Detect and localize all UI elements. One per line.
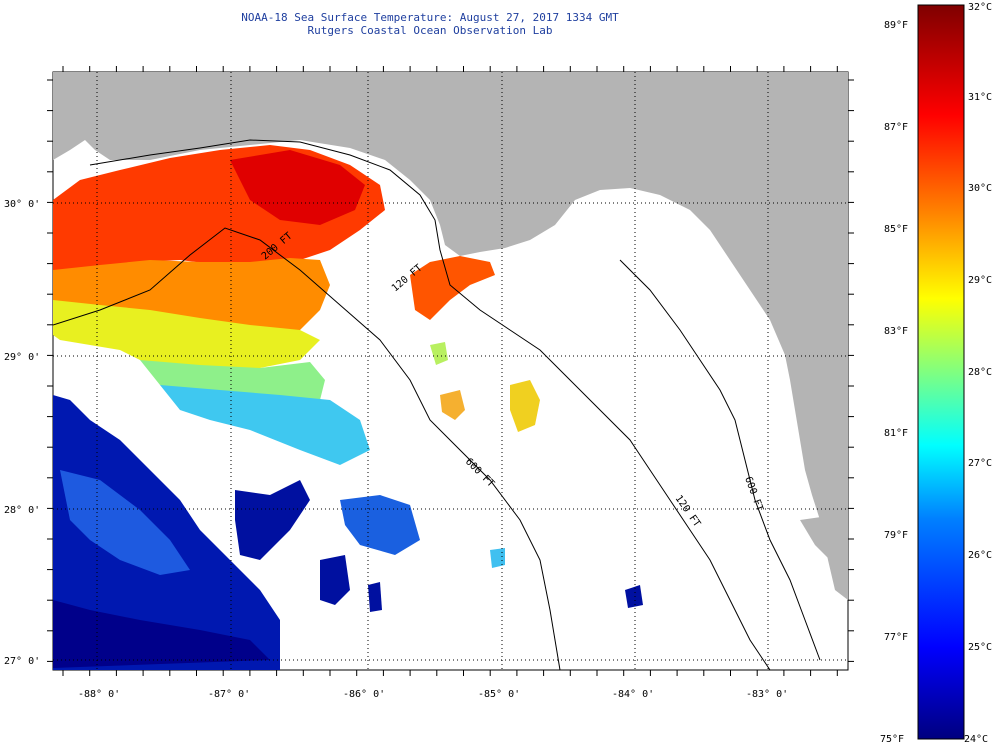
map-subtitle: Rutgers Coastal Ocean Observation Lab (307, 24, 553, 37)
sst-cold-mid-1 (235, 480, 310, 560)
cb-f-85: 85°F (884, 224, 908, 235)
sst-dark-core (53, 600, 270, 668)
cb-f-83: 83°F (884, 326, 908, 337)
lat-label-27: 27° 0' (4, 656, 40, 667)
contour-600ft (619, 259, 821, 661)
lon-label-86: -86° 0' (343, 689, 385, 700)
map-layers: 200 FT 120 FT 600 FT 120 FT 600 FT (53, 72, 848, 670)
lat-lon-grid (53, 72, 848, 670)
contour-200ft (53, 227, 561, 670)
cb-c-25: 25°C (968, 642, 992, 653)
lon-label-83: -83° 0' (746, 689, 788, 700)
sst-cyan-band (160, 385, 370, 465)
land-bay (800, 515, 848, 565)
cb-c-30: 30°C (968, 183, 992, 194)
frame-ticks (47, 66, 854, 676)
sst-cyan-dot (490, 548, 505, 568)
cb-f-79: 79°F (884, 530, 908, 541)
cb-c-32: 32°C (968, 2, 992, 13)
lon-label-88: -88° 0' (78, 689, 120, 700)
cb-c-29: 29°C (968, 275, 992, 286)
sst-patch-mid (440, 390, 465, 420)
sst-cold-mid-2 (340, 495, 420, 555)
map-title: NOAA-18 Sea Surface Temperature: August … (241, 11, 619, 24)
contour-120ft-coast (89, 139, 771, 670)
cb-f-81: 81°F (884, 428, 908, 439)
sst-patch-small (430, 342, 448, 365)
sst-hot-core (230, 150, 365, 225)
cb-f-89: 89°F (884, 20, 908, 31)
lon-label-84: -84° 0' (612, 689, 654, 700)
cb-c-28: 28°C (968, 367, 992, 378)
lat-label-30: 30° 0' (4, 199, 40, 210)
sst-cold-dot-1 (625, 585, 643, 608)
sst-cold-mid-3 (320, 555, 350, 605)
lat-label-29: 29° 0' (4, 352, 40, 363)
cb-c-26: 26°C (968, 550, 992, 561)
colorbar (917, 4, 965, 740)
sst-patch-east (510, 380, 540, 432)
sst-cold-west (53, 395, 280, 670)
sst-apalachicola-patch (410, 256, 495, 320)
cb-c-31: 31°C (968, 92, 992, 103)
cb-c-27: 27°C (968, 458, 992, 469)
lat-label-28: 28° 0' (4, 505, 40, 516)
sst-yellow-band (53, 300, 320, 370)
lon-label-87: -87° 0' (208, 689, 250, 700)
sst-cold-dot-2 (368, 582, 382, 612)
cb-c-24: 24°C (964, 734, 988, 745)
sst-blue-swath (60, 470, 190, 575)
cb-f-87: 87°F (884, 122, 908, 133)
cb-f-77: 77°F (884, 632, 908, 643)
lon-label-85: -85° 0' (478, 689, 520, 700)
cb-f-75: 75°F (880, 734, 904, 745)
